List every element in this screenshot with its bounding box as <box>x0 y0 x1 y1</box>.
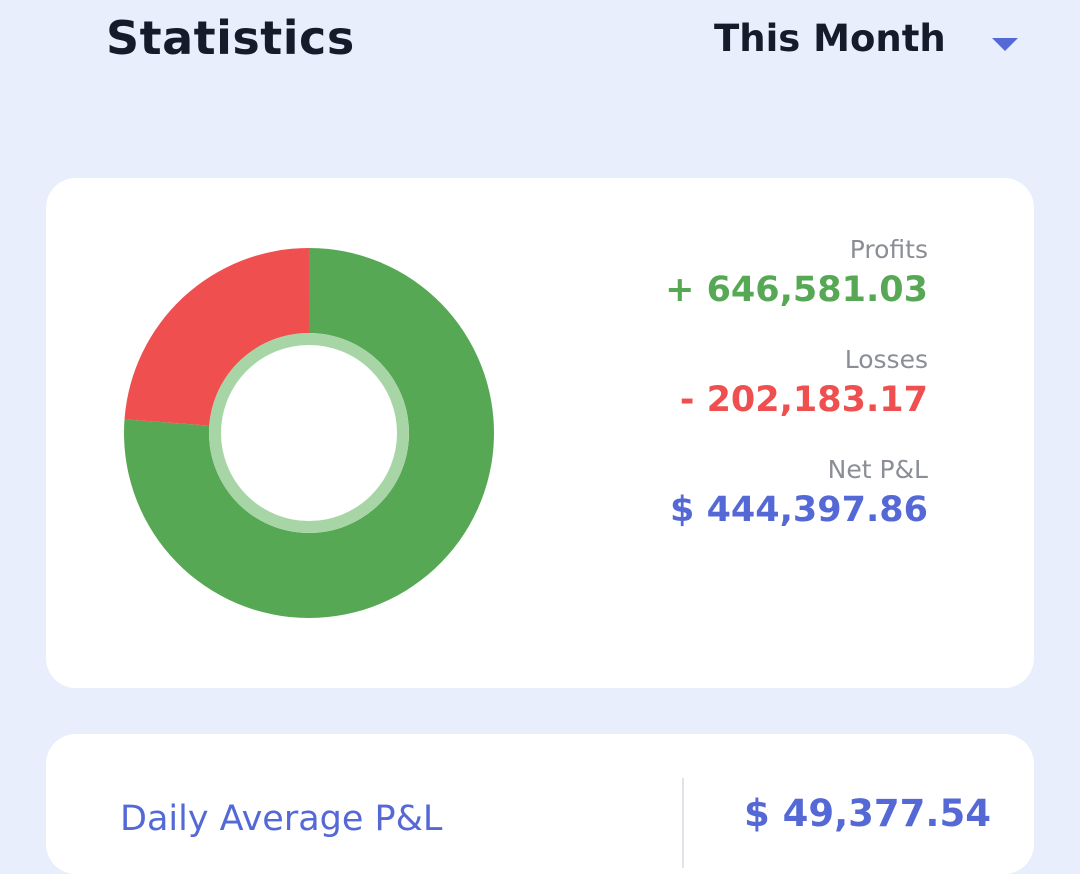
losses-value: - 202,183.17 <box>679 380 928 420</box>
period-selected-value: This Month <box>714 17 946 60</box>
page-title: Statistics <box>106 11 355 65</box>
net-pnl-value: $ 444,397.86 <box>670 490 928 530</box>
divider <box>682 778 684 868</box>
losses-label: Losses <box>844 345 928 374</box>
daily-average-value: $ 49,377.54 <box>744 792 991 835</box>
profits-value: + 646,581.03 <box>665 270 928 310</box>
net-pnl-label: Net P&L <box>827 455 928 484</box>
period-dropdown[interactable]: This Month <box>700 10 1040 68</box>
pnl-summary-card: Profits + 646,581.03 Losses - 202,183.17… <box>46 178 1034 688</box>
profits-label: Profits <box>849 235 928 264</box>
donut-inner-ring <box>209 333 409 533</box>
pnl-stats: Profits + 646,581.03 Losses - 202,183.17… <box>508 234 928 564</box>
donut-segment-profits <box>124 248 495 618</box>
donut-segment-losses <box>124 248 309 426</box>
daily-average-card: Daily Average P&L $ 49,377.54 <box>46 734 1034 874</box>
daily-average-label: Daily Average P&L <box>120 799 443 839</box>
profit-loss-donut-chart <box>124 248 495 618</box>
chevron-down-icon[interactable] <box>992 38 1018 51</box>
